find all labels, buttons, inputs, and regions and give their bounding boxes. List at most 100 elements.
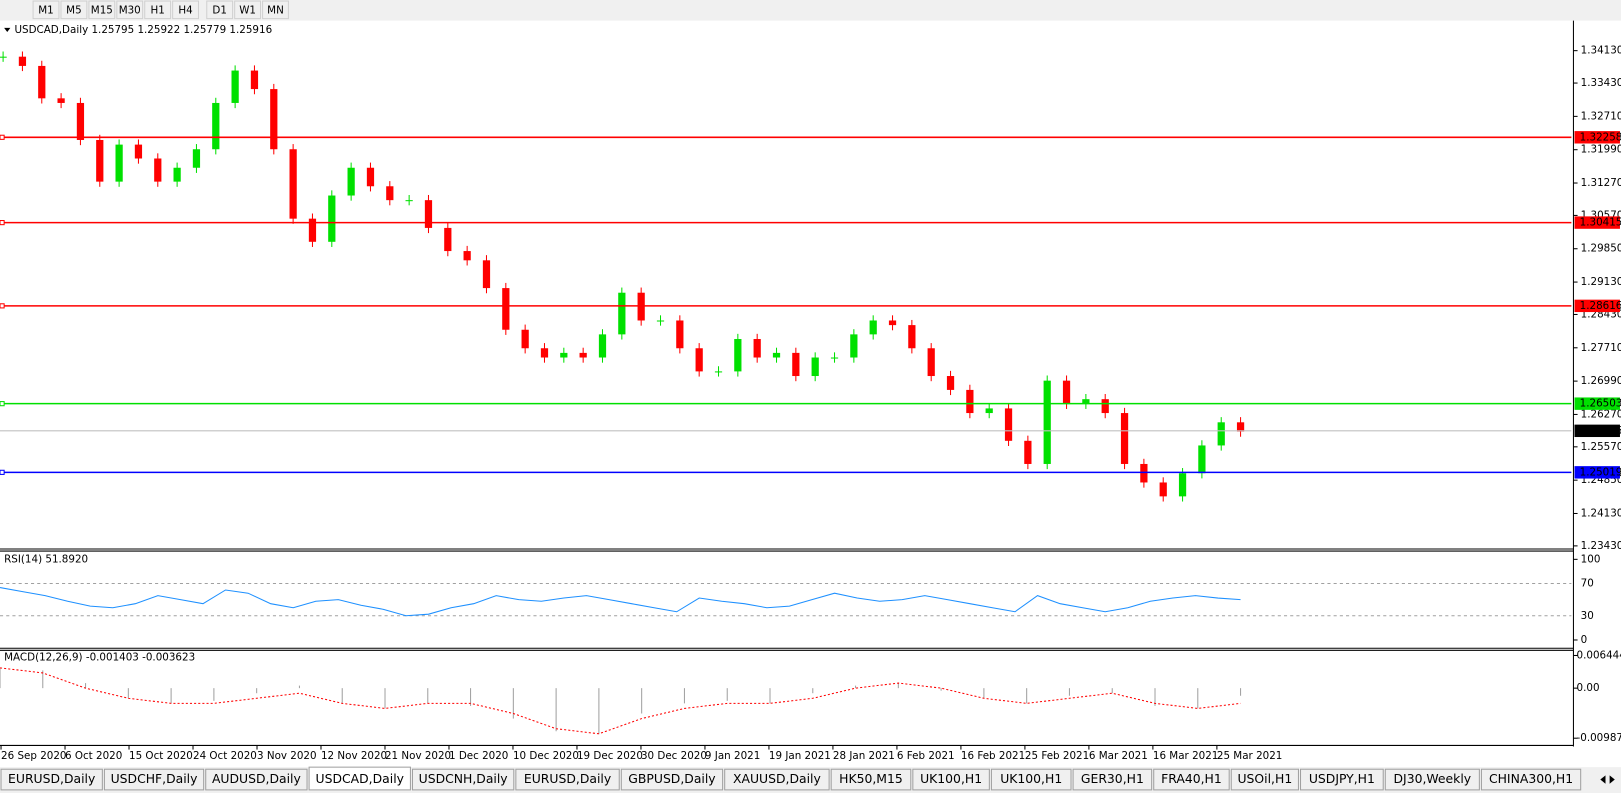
tab[interactable]: [1230, 768, 1299, 791]
tab-label[interactable]: EURUSD,Daily: [8, 771, 95, 786]
tab-label[interactable]: USDCNH,Daily: [419, 771, 508, 786]
macd-title: MACD(12,26,9) -0.001403 -0.003623: [4, 652, 195, 664]
tab[interactable]: [1300, 768, 1384, 791]
macd-tick-label: 0.00: [1577, 682, 1600, 694]
tab-label[interactable]: USDCHF,Daily: [111, 771, 198, 786]
candle-body: [869, 320, 877, 335]
candle-body: [618, 292, 626, 335]
rsi-tick-label: 70: [1581, 578, 1594, 590]
timeframe-label[interactable]: M5: [66, 4, 81, 16]
timeframe-label[interactable]: D1: [212, 4, 227, 16]
candle-body: [1217, 422, 1225, 446]
timeframe-button[interactable]: [116, 0, 144, 20]
level-label: 1.32258: [1580, 131, 1621, 143]
candle-body: [463, 251, 471, 261]
level-label-box: [1574, 397, 1620, 410]
tab[interactable]: [1480, 768, 1582, 791]
tab[interactable]: [1072, 768, 1153, 791]
y-tick-label: 1.31270: [1581, 177, 1621, 189]
tab-label[interactable]: XAUUSD,Daily: [733, 771, 821, 786]
candle-body: [927, 348, 935, 377]
candle-body: [502, 288, 510, 330]
level-label: 1.28616: [1580, 300, 1621, 312]
candle-body: [946, 376, 955, 390]
tab-label[interactable]: UK100,H1: [920, 771, 982, 786]
timeframe-button[interactable]: [60, 0, 88, 20]
tab[interactable]: [620, 768, 724, 791]
x-tick-label: 3 Nov 2020: [257, 750, 317, 762]
candle-body: [115, 144, 123, 182]
candle-body: [966, 389, 974, 414]
tab-label[interactable]: EURUSD,Daily: [524, 771, 611, 786]
timeframe-label[interactable]: H4: [178, 4, 192, 16]
timeframe-button[interactable]: [234, 0, 262, 20]
x-tick-label: 16 Feb 2021: [961, 750, 1025, 762]
candle-body: [753, 338, 761, 358]
timeframe-button[interactable]: [32, 0, 60, 20]
tab-label[interactable]: CHINA300,H1: [1489, 771, 1573, 786]
tab-label[interactable]: USDJPY,H1: [1309, 771, 1375, 786]
tab-label[interactable]: AUDUSD,Daily: [212, 771, 301, 786]
timeframe-label[interactable]: MN: [267, 4, 284, 16]
tab-label[interactable]: USDCAD,Daily: [316, 771, 404, 786]
y-tick-label: 1.32710: [1581, 110, 1621, 122]
tab[interactable]: [1153, 768, 1230, 791]
tab-scroll-right[interactable]: [1609, 775, 1615, 784]
candle-body: [888, 320, 897, 326]
candle-body: [96, 139, 104, 182]
tab[interactable]: [308, 766, 411, 791]
y-tick-label: 1.27710: [1581, 342, 1621, 354]
timeframe-label[interactable]: M15: [91, 4, 113, 16]
tab-label[interactable]: USOil,H1: [1237, 771, 1292, 786]
timeframe-button[interactable]: [206, 0, 234, 20]
tab-label[interactable]: UK100,H1: [1000, 771, 1062, 786]
tab-label[interactable]: DJ30,Weekly: [1394, 771, 1472, 786]
tab-label[interactable]: HK50,M15: [839, 771, 903, 786]
x-tick-label: 15 Oct 2020: [129, 750, 193, 762]
timeframe-label[interactable]: M1: [38, 4, 53, 16]
level-label-box: [1574, 299, 1620, 313]
candle-body: [1198, 445, 1206, 474]
header-arrow: [4, 27, 11, 33]
tab[interactable]: [411, 768, 515, 791]
candle-body: [444, 227, 452, 252]
tab-label[interactable]: GER30,H1: [1081, 771, 1144, 786]
candle-body: [1062, 380, 1071, 404]
candle-body: [1082, 399, 1090, 404]
tab[interactable]: [912, 768, 990, 791]
timeframe-button[interactable]: [172, 0, 200, 20]
x-tick-label: 1 Dec 2020: [449, 750, 508, 762]
timeframe-button[interactable]: [144, 0, 172, 20]
timeframe-label[interactable]: W1: [239, 4, 256, 16]
x-tick-label: 25 Mar 2021: [1217, 750, 1282, 762]
timeframe-label[interactable]: H1: [150, 4, 164, 16]
tab[interactable]: [830, 768, 912, 791]
candle-body: [154, 158, 162, 182]
timeframe-button[interactable]: [88, 0, 116, 20]
candle-body: [908, 325, 916, 349]
candle-body: [134, 144, 143, 159]
tab-scroll-left[interactable]: [1600, 775, 1606, 784]
candle-body: [328, 195, 336, 242]
tab-label[interactable]: GBPUSD,Daily: [628, 771, 715, 786]
tab[interactable]: [990, 768, 1072, 791]
candle-body: [1159, 482, 1167, 497]
timeframe-button[interactable]: [262, 0, 289, 20]
tab[interactable]: [1384, 768, 1480, 791]
candle-body: [212, 102, 220, 150]
tab[interactable]: [724, 768, 830, 791]
tab[interactable]: [0, 768, 103, 791]
x-tick-label: 9 Jan 2021: [705, 750, 760, 762]
tab-label[interactable]: FRA40,H1: [1161, 771, 1222, 786]
tab[interactable]: [515, 768, 620, 791]
level-marker: [0, 303, 5, 309]
candle-body: [598, 334, 607, 358]
timeframe-label[interactable]: M30: [119, 4, 141, 16]
tab[interactable]: [103, 768, 205, 791]
candle-body: [57, 98, 65, 103]
candle-body: [850, 334, 858, 358]
chart-header: USDCAD,Daily 1.25795 1.25922 1.25779 1.2…: [14, 24, 272, 36]
tab[interactable]: [205, 768, 308, 791]
candle-body: [560, 352, 568, 358]
